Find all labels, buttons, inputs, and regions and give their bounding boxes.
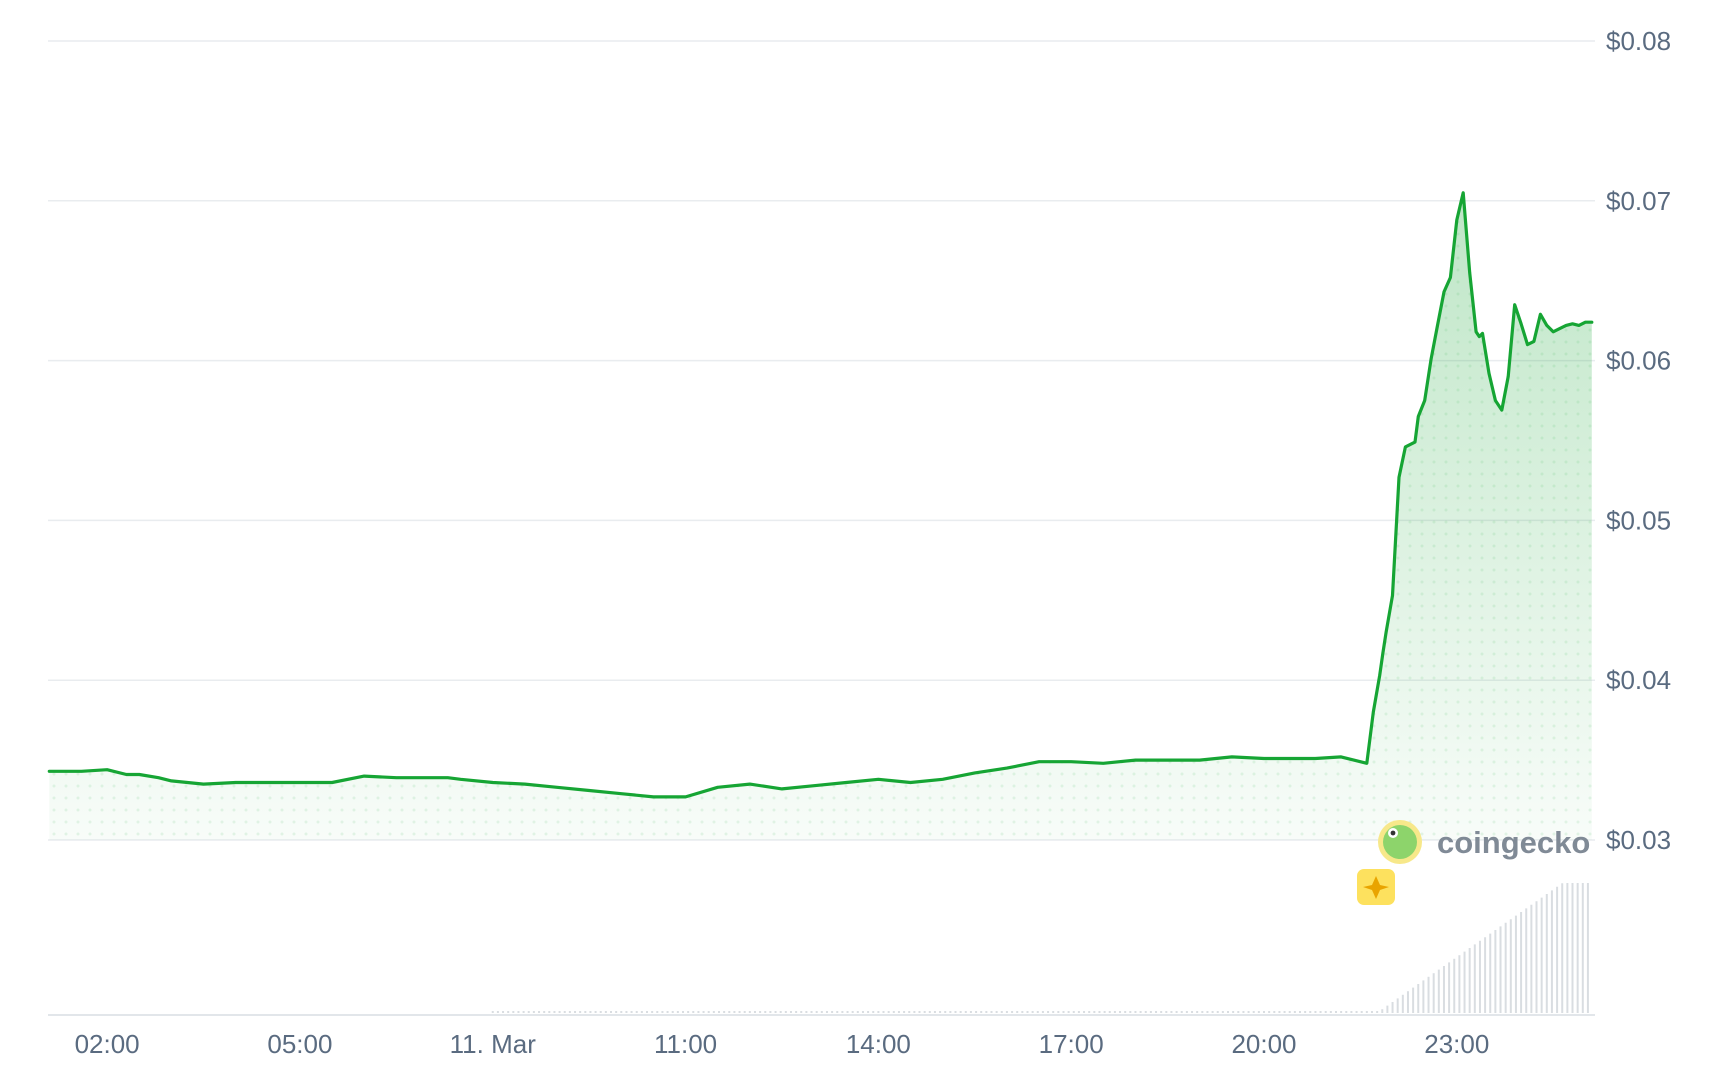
y-tick-label: $0.08 (1606, 26, 1671, 56)
x-axis: 02:00 05:00 11. Mar 11:00 14:00 17:00 20:00 23:… (75, 1029, 1490, 1059)
x-tick-label: 11. Mar (450, 1029, 537, 1059)
sparkle-icon (1357, 869, 1395, 905)
volume-bars (491, 883, 1589, 1013)
price-area-fill (49, 192, 1592, 841)
gridlines (48, 40, 1595, 1016)
gecko-icon (1378, 820, 1422, 864)
y-tick-label: $0.04 (1606, 665, 1671, 695)
y-axis: $0.03 $0.04 $0.05 $0.06 $0.07 $0.08 (1606, 26, 1671, 855)
x-tick-label: 23:00 (1424, 1029, 1489, 1059)
price-area (47, 191, 1594, 841)
x-tick-label: 05:00 (267, 1029, 332, 1059)
y-tick-label: $0.06 (1606, 346, 1671, 376)
x-tick-label: 14:00 (846, 1029, 911, 1059)
x-tick-label: 11:00 (654, 1029, 717, 1059)
price-line[interactable] (47, 191, 1594, 799)
coingecko-watermark: coingecko (1357, 820, 1590, 905)
y-tick-label: $0.05 (1606, 505, 1671, 535)
y-tick-label: $0.07 (1606, 186, 1671, 216)
brand-name: coingecko (1437, 825, 1590, 860)
y-tick-label: $0.03 (1606, 825, 1671, 855)
x-tick-label: 20:00 (1231, 1029, 1296, 1059)
x-tick-label: 02:00 (75, 1029, 140, 1059)
price-area-dots (49, 192, 1592, 841)
x-tick-label: 17:00 (1039, 1029, 1104, 1059)
